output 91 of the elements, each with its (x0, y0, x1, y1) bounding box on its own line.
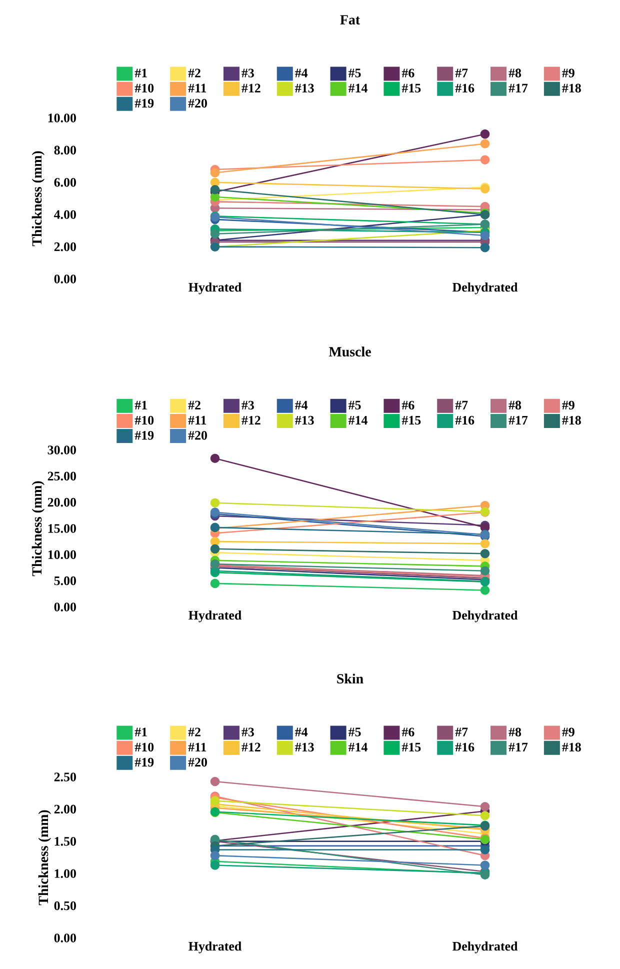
y-tick-label: 0.00 (54, 602, 76, 612)
y-tick-label: 15.00 (48, 524, 76, 533)
legend-label: #11 (188, 84, 206, 92)
legend-label: #1 (134, 68, 147, 78)
y-tick-label: 25.00 (48, 472, 76, 481)
legend-label: #20 (188, 758, 207, 767)
y-axis-title: Thickness (mm) (32, 481, 44, 576)
legend-label: #4 (295, 68, 308, 78)
y-tick-label: 10.00 (48, 550, 76, 560)
legend-label: #14 (348, 416, 368, 424)
legend-label: #17 (508, 416, 528, 424)
legend-label: #2 (188, 728, 200, 736)
legend-label: #7 (455, 68, 468, 78)
legend-label: #12 (242, 742, 260, 752)
legend-label: #10 (134, 84, 154, 93)
legend-label: #13 (295, 742, 314, 752)
legend-label: #10 (134, 742, 154, 752)
legend-label: #2 (188, 68, 200, 78)
legend-label: #12 (242, 416, 260, 424)
legend-label: #18 (562, 84, 581, 93)
y-tick-label: 8.00 (54, 146, 76, 155)
chart-title: Fat (340, 15, 360, 24)
legend-label: #9 (562, 400, 574, 410)
legend-label: #9 (562, 68, 574, 78)
legend-label: #3 (242, 728, 254, 736)
legend-label: #2 (188, 400, 200, 410)
x-tick-label: Dehydrated (452, 282, 518, 294)
y-tick-label: 1.50 (54, 836, 76, 846)
legend-label: #7 (455, 728, 468, 736)
legend-label: #19 (134, 758, 154, 767)
legend-label: #3 (242, 68, 254, 78)
legend-label: #5 (348, 400, 361, 410)
y-tick-label: 0.00 (54, 274, 76, 284)
legend-label: #18 (562, 416, 581, 425)
legend-label: #4 (295, 400, 308, 410)
legend-label: #8 (508, 68, 522, 78)
x-tick-label: Hydrated (188, 610, 242, 622)
legend-label: #3 (242, 400, 254, 410)
y-tick-label: 10.00 (48, 114, 76, 122)
legend-label: #9 (562, 728, 574, 736)
y-tick-label: 0.50 (54, 901, 76, 910)
legend-label: #8 (508, 400, 522, 410)
legend-label: #11 (188, 742, 206, 752)
legend-label: #10 (134, 416, 154, 425)
legend-label: #8 (508, 728, 522, 736)
x-tick-label: Hydrated (188, 282, 242, 294)
x-tick-label: Hydrated (188, 942, 242, 954)
legend-label: #1 (134, 728, 147, 736)
legend-label: #13 (295, 84, 314, 92)
chart-title: Muscle (328, 346, 371, 356)
legend-label: #13 (295, 416, 314, 425)
legend-label: #1 (134, 400, 147, 410)
legend-label: #11 (188, 416, 206, 424)
legend-label: #6 (402, 728, 414, 736)
legend-label: #17 (508, 742, 528, 752)
legend-label: #18 (562, 742, 581, 752)
legend-label: #7 (455, 400, 468, 410)
y-tick-label: 0.00 (54, 934, 76, 942)
y-tick-label: 30.00 (48, 446, 76, 454)
y-axis-title: Thickness (mm) (32, 151, 44, 246)
legend-label: #16 (455, 742, 474, 752)
x-tick-label: Dehydrated (452, 610, 518, 622)
legend-label: #19 (134, 98, 154, 108)
y-tick-label: 4.00 (54, 210, 76, 219)
legend-label: #20 (188, 430, 207, 440)
legend-label: #12 (242, 84, 260, 92)
y-tick-label: 2.00 (54, 804, 76, 814)
y-axis-title: Thickness (mm) (38, 810, 51, 906)
legend-label: #5 (348, 68, 361, 78)
legend-label: #17 (508, 84, 528, 92)
legend-label: #5 (348, 728, 361, 736)
legend-label: #15 (402, 416, 421, 425)
y-tick-label: 1.00 (54, 869, 76, 878)
legend-label: #20 (188, 98, 207, 108)
legend-label: #15 (402, 84, 421, 92)
y-tick-label: 5.00 (54, 576, 76, 586)
legend-label: #6 (402, 68, 414, 78)
legend-label: #15 (402, 742, 421, 752)
y-tick-label: 20.00 (48, 498, 76, 507)
legend-label: #16 (455, 84, 474, 92)
chart-title: Skin (337, 674, 364, 684)
legend-label: #19 (134, 431, 154, 440)
legend-label: #14 (348, 742, 368, 752)
legend-label: #4 (295, 728, 308, 736)
y-tick-label: 2.50 (54, 772, 76, 782)
y-tick-label: 2.00 (54, 242, 76, 252)
legend-label: #6 (402, 400, 414, 410)
legend-label: #14 (348, 84, 368, 92)
y-tick-label: 6.00 (54, 178, 76, 187)
legend-label: #16 (455, 416, 474, 425)
x-tick-label: Dehydrated (452, 942, 518, 954)
